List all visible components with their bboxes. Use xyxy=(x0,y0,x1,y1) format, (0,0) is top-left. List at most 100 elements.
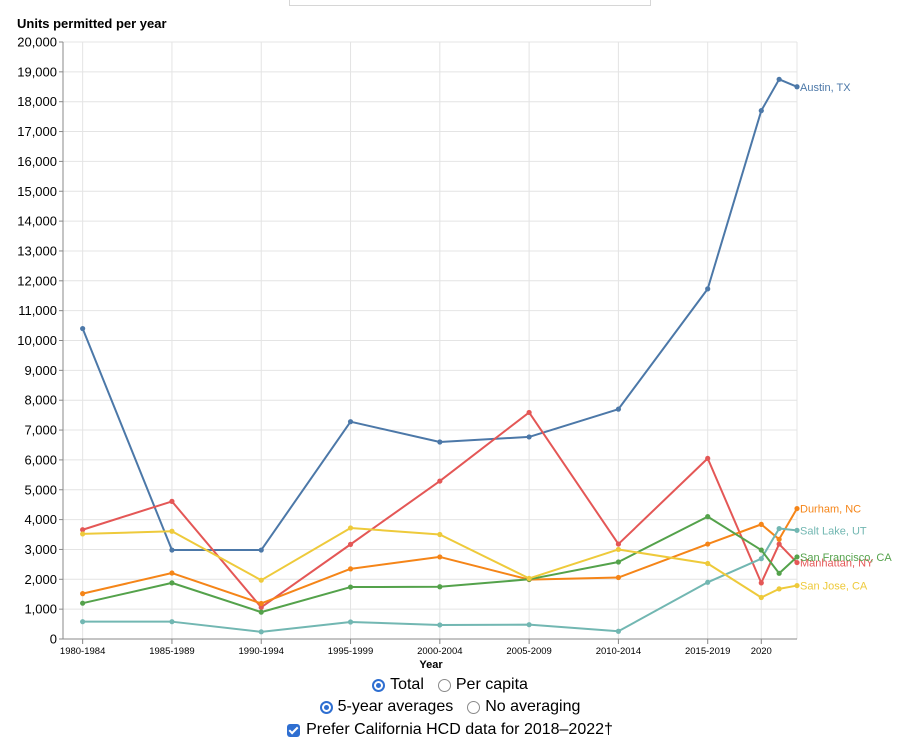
data-point xyxy=(258,577,264,583)
data-point xyxy=(169,528,175,534)
y-tick-label: 9,000 xyxy=(24,363,57,378)
data-point xyxy=(776,525,782,532)
data-point xyxy=(758,547,764,553)
y-tick-label: 1,000 xyxy=(24,602,57,617)
no-averaging-label: No averaging xyxy=(485,698,581,715)
data-point xyxy=(758,580,764,586)
data-point xyxy=(437,622,443,628)
series-label: Salt Lake, UT xyxy=(800,525,867,537)
y-tick-label: 20,000 xyxy=(17,35,57,50)
y-tick-label: 13,000 xyxy=(17,243,57,258)
five-year-option[interactable]: 5-year averages xyxy=(319,698,454,716)
averaging-toggle: 5-year averages No averaging xyxy=(0,696,900,718)
no-averaging-radio[interactable] xyxy=(467,700,481,714)
series-labels: Austin, TX Manhattan, NY Durham, NC Salt La… xyxy=(800,82,892,593)
chart-title: Units permitted per year xyxy=(17,16,167,31)
data-point xyxy=(80,619,86,625)
data-point xyxy=(794,554,800,560)
data-point xyxy=(437,584,443,590)
data-point xyxy=(437,478,443,484)
y-tick-label: 12,000 xyxy=(17,273,57,288)
series-label: San Francisco, CA xyxy=(800,552,892,564)
x-tick-label: 1990-1994 xyxy=(239,646,284,657)
x-tick-label: 2020 xyxy=(751,646,772,657)
five-year-radio[interactable] xyxy=(319,700,333,714)
data-point xyxy=(705,514,711,520)
data-point xyxy=(705,455,711,462)
y-tick-label: 11,000 xyxy=(18,303,57,318)
data-point xyxy=(258,604,264,610)
y-tick-label: 16,000 xyxy=(17,154,57,169)
x-tick-label: 1995-1999 xyxy=(328,646,373,657)
data-point xyxy=(705,286,711,292)
data-point xyxy=(347,619,354,625)
per-capita-radio[interactable] xyxy=(437,678,451,692)
line-chart: Units permitted per year 0 1,000 2,000 3,00… xyxy=(17,16,892,671)
prefer-hcd-checkbox[interactable] xyxy=(287,723,301,737)
data-point xyxy=(794,505,800,512)
data-point xyxy=(705,579,711,585)
y-tick-label: 7,000 xyxy=(24,423,57,438)
data-point xyxy=(80,325,86,332)
data-point xyxy=(758,521,764,527)
x-tick-label: 2015-2019 xyxy=(685,646,730,657)
data-point xyxy=(776,570,782,576)
series-label: Manhattan, NY xyxy=(800,558,874,570)
five-year-label: 5-year averages xyxy=(337,698,454,715)
data-point xyxy=(615,628,622,634)
data-point xyxy=(776,541,782,547)
data-point xyxy=(776,536,782,542)
y-axis: 0 1,000 2,000 3,000 4,000 5,000 6,000 7,000 8,00… xyxy=(17,35,64,647)
y-tick-label: 18,000 xyxy=(17,94,57,109)
x-tick-label: 2010-2014 xyxy=(596,646,641,657)
grid xyxy=(63,41,798,640)
data-point xyxy=(258,547,264,553)
data-point xyxy=(80,531,86,537)
data-point xyxy=(615,546,622,553)
data-point xyxy=(437,554,443,560)
data-point xyxy=(437,531,443,538)
data-point xyxy=(258,600,264,607)
total-option[interactable]: Total xyxy=(372,676,424,694)
data-point xyxy=(758,556,764,562)
y-tick-label: 4,000 xyxy=(24,512,57,527)
data-point xyxy=(758,594,764,601)
data-point xyxy=(705,560,711,567)
x-axis-title: Year xyxy=(419,659,443,671)
y-tick-label: 10,000 xyxy=(17,333,57,348)
x-axis: 1980-1984 1985-1989 1990-1994 1995-1999 2000… xyxy=(60,638,797,657)
series-label: Durham, NC xyxy=(800,504,861,516)
data-point xyxy=(615,406,622,412)
y-tick-label: 17,000 xyxy=(17,124,57,139)
data-point xyxy=(615,541,622,547)
y-tick-label: 3,000 xyxy=(24,542,57,557)
data-point xyxy=(794,559,800,566)
prefer-hcd-option[interactable]: Prefer California HCD data for 2018–2022… xyxy=(287,721,613,739)
data-point xyxy=(347,541,354,547)
y-tick-label: 5,000 xyxy=(24,482,57,497)
series-label: Austin, TX xyxy=(800,82,851,94)
data-point xyxy=(615,574,622,581)
data-point xyxy=(526,434,532,440)
data-point xyxy=(169,580,175,586)
data-point xyxy=(347,584,354,590)
data-point xyxy=(258,609,264,615)
data-point xyxy=(347,525,354,531)
data-point xyxy=(169,570,175,576)
data-point xyxy=(705,541,711,547)
data-point xyxy=(526,409,532,416)
data-point xyxy=(526,622,532,628)
data-point xyxy=(80,600,86,606)
data-point xyxy=(80,591,86,597)
data-point xyxy=(615,559,622,565)
total-radio[interactable] xyxy=(372,678,386,692)
data-point xyxy=(347,419,354,425)
prefer-hcd-label: Prefer California HCD data for 2018–2022… xyxy=(306,721,613,738)
hcd-preference: Prefer California HCD data for 2018–2022… xyxy=(0,719,900,741)
per-capita-option[interactable]: Per capita xyxy=(437,676,528,694)
data-point xyxy=(437,439,443,445)
data-point xyxy=(169,498,175,504)
no-averaging-option[interactable]: No averaging xyxy=(467,698,580,716)
y-tick-label: 8,000 xyxy=(24,393,57,408)
data-point xyxy=(526,575,532,582)
